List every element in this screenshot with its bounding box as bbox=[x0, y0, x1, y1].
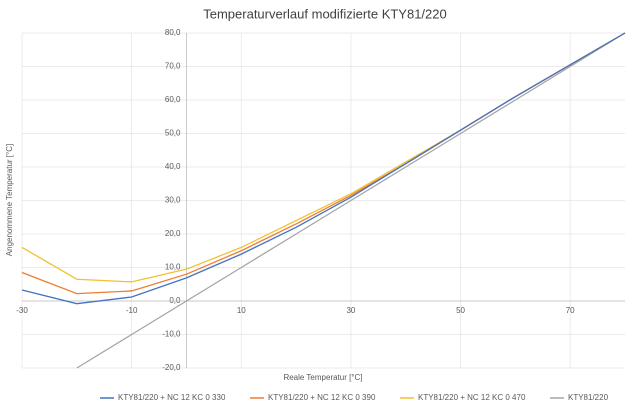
x-tick-label: -30 bbox=[16, 306, 28, 315]
y-tick-label: 40,0 bbox=[165, 162, 181, 171]
y-tick-label: -10,0 bbox=[162, 330, 181, 339]
series-line bbox=[21, 32, 626, 305]
x-tick-label: 30 bbox=[346, 306, 355, 315]
y-tick-label: 60,0 bbox=[165, 95, 181, 104]
y-tick-label: 80,0 bbox=[165, 28, 181, 37]
legend-label: KTY81/220 + NC 12 KC 0 330 bbox=[118, 393, 226, 402]
x-axis-title: Reale Temperatur [°C] bbox=[283, 373, 362, 382]
legend-label: KTY81/220 bbox=[568, 393, 609, 402]
chart-title: Temperaturverlauf modifizierte KTY81/220 bbox=[203, 6, 447, 21]
y-tick-label: 50,0 bbox=[165, 129, 181, 138]
series-line bbox=[76, 32, 626, 369]
y-tick-label: -20,0 bbox=[162, 363, 181, 372]
y-tick-label: 20,0 bbox=[165, 229, 181, 238]
x-tick-label: 10 bbox=[237, 306, 246, 315]
y-tick-label: 30,0 bbox=[165, 196, 181, 205]
x-tick-label: -10 bbox=[126, 306, 138, 315]
y-tick-label: 10,0 bbox=[165, 263, 181, 272]
x-tick-label: 70 bbox=[566, 306, 575, 315]
y-tick-label: 70,0 bbox=[165, 62, 181, 71]
legend-label: KTY81/220 + NC 12 KC 0 390 bbox=[268, 393, 376, 402]
x-tick-label: 50 bbox=[456, 306, 465, 315]
y-axis-title: Angenommene Temperatur [°C] bbox=[5, 144, 14, 256]
legend-label: KTY81/220 + NC 12 KC 0 470 bbox=[418, 393, 526, 402]
